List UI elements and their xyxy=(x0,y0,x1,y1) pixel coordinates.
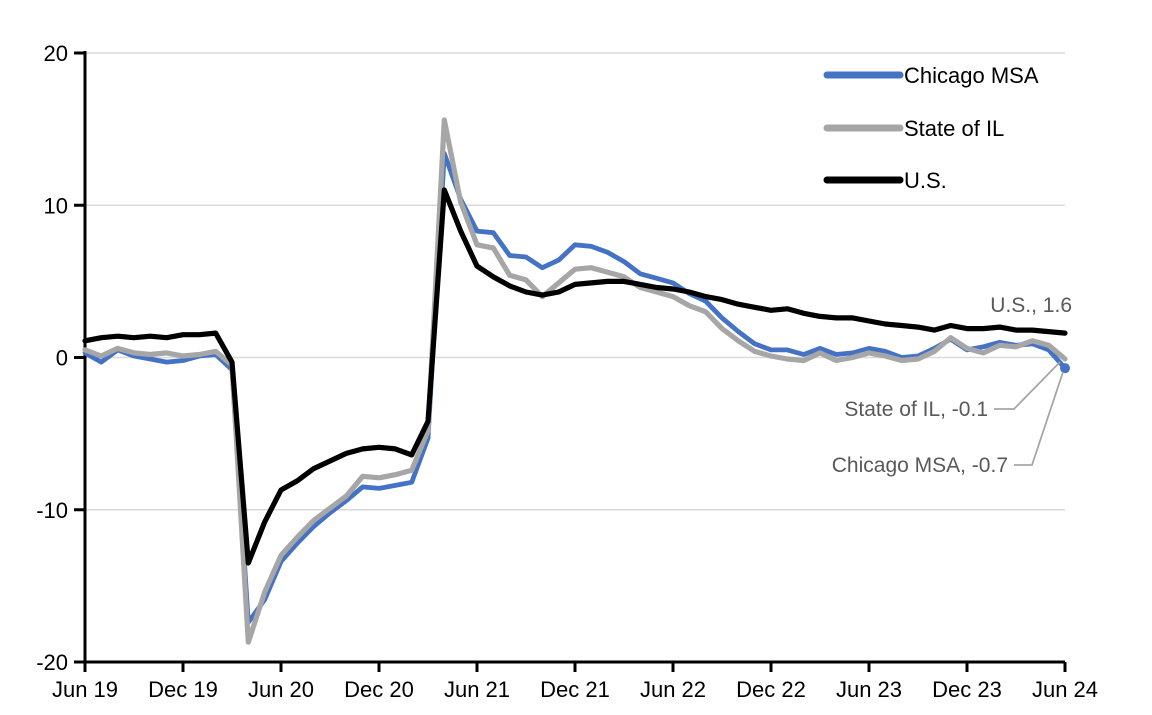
legend-label-chicago-msa: Chicago MSA xyxy=(904,63,1039,88)
x-axis-tick-label: Jun 21 xyxy=(444,677,510,702)
x-axis-tick-label: Jun 24 xyxy=(1032,677,1098,702)
x-axis-tick-label: Dec 20 xyxy=(344,677,414,702)
x-axis-tick-label: Jun 22 xyxy=(640,677,706,702)
y-axis-tick-label: 10 xyxy=(44,193,68,218)
x-axis-tick-label: Jun 19 xyxy=(52,677,118,702)
annotation-leader-chicago-msa xyxy=(1014,371,1064,466)
series-line-state-of-il xyxy=(82,117,1068,645)
x-axis-tick-label: Jun 23 xyxy=(836,677,902,702)
legend-label-state-of-il: State of IL xyxy=(904,116,1004,141)
annotation-leader-state-of-il xyxy=(994,361,1061,410)
y-axis-tick-label: -20 xyxy=(36,650,68,675)
x-axis-tick-label: Dec 23 xyxy=(932,677,1002,702)
legend-label-us: U.S. xyxy=(904,168,947,193)
annotation-state-of-il-value: State of IL, -0.1 xyxy=(844,398,988,421)
series-endpoint-marker-chicago-msa xyxy=(1060,363,1070,374)
annotation-chicago-msa-value: Chicago MSA, -0.7 xyxy=(832,454,1008,477)
y-axis-tick-label: 0 xyxy=(56,346,68,371)
x-axis-tick-label: Dec 21 xyxy=(540,677,610,702)
x-axis-tick-label: Dec 22 xyxy=(736,677,806,702)
series-plot-area xyxy=(82,117,1070,645)
annotations: U.S., 1.6 State of IL, -0.1 Chicago MSA,… xyxy=(832,294,1072,477)
series-line-us xyxy=(82,187,1068,566)
x-axis-tick-label: Jun 20 xyxy=(248,677,314,702)
y-axis-tick-label: -10 xyxy=(36,498,68,523)
y-axis-tick-label: 20 xyxy=(44,41,68,66)
legend: Chicago MSA State of IL U.S. xyxy=(823,63,1039,193)
y-axis: 20 10 0 -10 -20 xyxy=(36,41,87,675)
x-axis: Jun 19 Dec 19 Jun 20 Dec 20 Jun 21 Dec 21 Jun … xyxy=(52,660,1098,702)
x-axis-tick-label: Dec 19 xyxy=(148,677,218,702)
annotation-us-value: U.S., 1.6 xyxy=(990,294,1072,317)
